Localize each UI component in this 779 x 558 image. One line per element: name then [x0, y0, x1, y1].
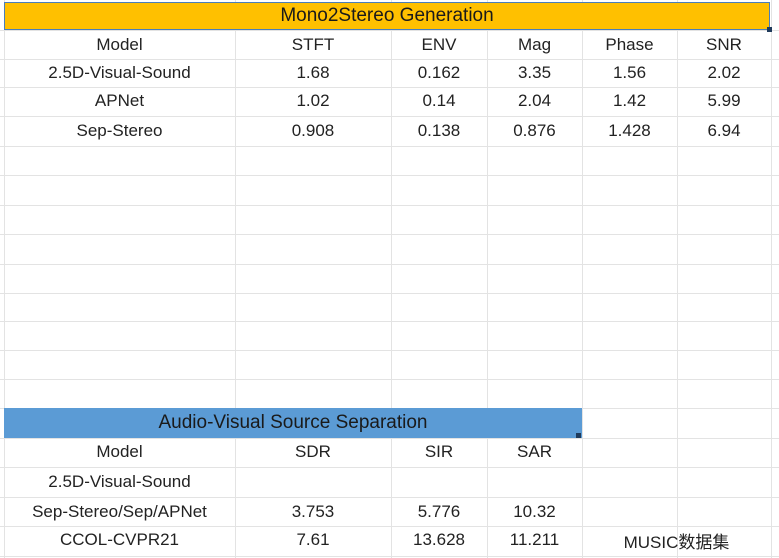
table-cell[interactable]: CCOL-CVPR21 [59, 530, 180, 549]
header-phase[interactable]: Phase [605, 35, 654, 54]
table-cell[interactable]: 10.32 [513, 502, 556, 521]
row-border [0, 438, 779, 439]
table-cell[interactable]: 1.56 [612, 63, 647, 82]
table-cell[interactable]: 2.04 [517, 91, 552, 110]
table-cell[interactable]: 5.776 [417, 502, 461, 521]
selection-fill-handle[interactable] [767, 27, 772, 32]
table1-title[interactable]: Mono2Stereo Generation [4, 2, 770, 30]
row-border [0, 321, 779, 322]
table-cell[interactable]: 7.61 [296, 530, 330, 549]
column-border [677, 0, 678, 558]
table-cell[interactable]: 5.99 [707, 91, 741, 110]
table-cell[interactable]: 1.02 [296, 91, 330, 110]
table-cell[interactable]: 0.908 [291, 121, 335, 140]
row-border [0, 30, 779, 31]
header-model[interactable]: Model [96, 442, 143, 461]
row-border [0, 264, 779, 265]
header-sdr[interactable]: SDR [295, 442, 331, 461]
header-env[interactable]: ENV [421, 35, 457, 54]
header-stft[interactable]: STFT [291, 35, 335, 54]
table-cell[interactable]: 3.753 [291, 502, 335, 521]
row-border [0, 175, 779, 176]
column-border [235, 0, 236, 558]
table-cell[interactable]: 6.94 [707, 121, 741, 140]
row-border [0, 497, 779, 498]
table-cell[interactable]: 2.5D-Visual-Sound [48, 63, 191, 82]
table-cell[interactable]: 11.211 [509, 530, 560, 549]
header-sar[interactable]: SAR [517, 442, 552, 461]
table-cell[interactable]: APNet [94, 91, 145, 110]
row-border [0, 87, 779, 88]
header-model[interactable]: Model [96, 35, 143, 54]
column-border [4, 0, 5, 558]
header-sir[interactable]: SIR [424, 442, 454, 461]
table-cell[interactable]: 2.02 [707, 63, 741, 82]
dataset-note[interactable]: MUSIC数据集 [623, 532, 730, 552]
row-border [0, 59, 779, 60]
table2-title[interactable]: Audio-Visual Source Separation [4, 408, 582, 438]
table-cell[interactable]: 1.428 [608, 121, 651, 140]
column-border [582, 0, 583, 558]
row-border [0, 234, 779, 235]
table-cell[interactable]: 0.138 [417, 121, 461, 140]
column-border [771, 0, 772, 558]
table-cell[interactable]: Sep-Stereo [76, 121, 163, 140]
table-cell[interactable]: 3.35 [517, 63, 552, 82]
row-border [0, 146, 779, 147]
row-border [0, 116, 779, 117]
column-border [487, 0, 488, 558]
table-cell[interactable]: 1.42 [612, 91, 647, 110]
table-cell[interactable]: 0.14 [422, 91, 456, 110]
column-border [391, 0, 392, 558]
row-border [0, 350, 779, 351]
table-cell[interactable]: 0.162 [417, 63, 461, 82]
table-cell[interactable]: Sep-Stereo/Sep/APNet [32, 502, 207, 521]
row-border [0, 205, 779, 206]
row-border [0, 526, 779, 527]
table-cell[interactable]: 2.5D-Visual-Sound [48, 472, 191, 491]
header-mag[interactable]: Mag [517, 35, 552, 54]
table-cell[interactable]: 13.628 [413, 530, 465, 549]
row-border [0, 379, 779, 380]
row-border [0, 556, 779, 557]
header-snr[interactable]: SNR [706, 35, 742, 54]
table-cell[interactable]: 1.68 [296, 63, 330, 82]
fill-handle[interactable] [576, 433, 581, 438]
row-border [0, 293, 779, 294]
row-border [0, 467, 779, 468]
table-cell[interactable]: 0.876 [513, 121, 556, 140]
